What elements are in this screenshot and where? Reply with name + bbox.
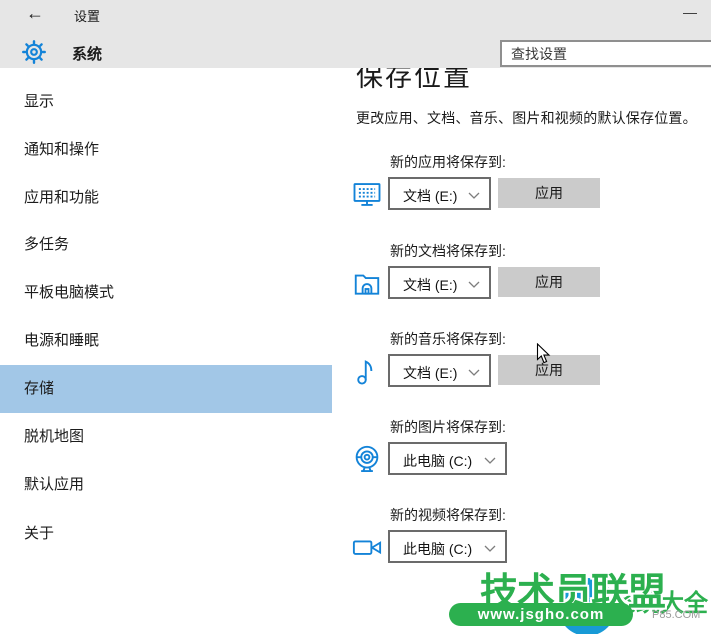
minimize-button[interactable]: — xyxy=(683,4,697,20)
sidebar-item-apps-features[interactable]: 应用和功能 xyxy=(24,189,100,206)
watermark-tertiary-text: P85.COM xyxy=(652,609,701,621)
chevron-down-icon xyxy=(468,192,480,200)
save-location-section-documents: 新的文档将保存到: 文档 (E:) 应用 xyxy=(332,241,711,303)
save-locations-description: 更改应用、文档、音乐、图片和视频的默认保存位置。 xyxy=(356,110,697,126)
sidebar-item-tablet-mode[interactable]: 平板电脑模式 xyxy=(24,284,115,301)
dropdown-value: 此电脑 (C:) xyxy=(403,541,473,557)
save-location-section-apps: 新的应用将保存到: 文档 (E:) xyxy=(332,152,711,214)
chevron-down-icon xyxy=(468,369,480,377)
back-button[interactable]: ← xyxy=(26,3,44,23)
sidebar-item-notifications[interactable]: 通知和操作 xyxy=(24,141,100,158)
dropdown-value: 文档 (E:) xyxy=(403,365,458,381)
save-location-section-music: 新的音乐将保存到: 文档 (E:) 应用 xyxy=(332,329,711,391)
folder-icon xyxy=(352,268,382,298)
sidebar-item-power-sleep[interactable]: 电源和睡眠 xyxy=(24,332,100,349)
gear-icon xyxy=(21,39,47,65)
mouse-cursor xyxy=(536,343,551,365)
videos-location-dropdown[interactable]: 此电脑 (C:) xyxy=(388,530,507,563)
apps-location-dropdown[interactable]: 文档 (E:) xyxy=(388,177,491,210)
section-label: 新的应用将保存到: xyxy=(390,154,506,170)
sidebar-item-multitasking[interactable]: 多任务 xyxy=(24,236,70,253)
section-label: 新的图片将保存到: xyxy=(390,419,506,435)
section-label: 新的视频将保存到: xyxy=(390,507,506,523)
chevron-down-icon xyxy=(484,457,496,465)
apply-button-documents[interactable]: 应用 xyxy=(498,267,600,297)
apply-button-apps[interactable]: 应用 xyxy=(498,178,600,208)
titlebar-title: 设置 xyxy=(74,9,101,24)
camera-icon xyxy=(352,444,382,474)
pictures-location-dropdown[interactable]: 此电脑 (C:) xyxy=(388,442,507,475)
section-label: 新的音乐将保存到: xyxy=(390,331,506,347)
apply-button-music[interactable]: 应用 xyxy=(498,355,600,385)
dropdown-value: 文档 (E:) xyxy=(403,277,458,293)
monitor-icon xyxy=(352,179,382,209)
page-title: 保存位置 xyxy=(356,68,472,92)
header: ← 设置 — 系统 xyxy=(0,0,711,68)
main-content: 保存位置 更改应用、文档、音乐、图片和视频的默认保存位置。 新的应用将保存到: … xyxy=(332,68,711,634)
page-app-title: 系统 xyxy=(72,46,103,63)
sidebar-item-default-apps[interactable]: 默认应用 xyxy=(24,476,85,493)
save-location-section-pictures: 新的图片将保存到: 此电脑 (C:) xyxy=(332,417,711,479)
sidebar-item-display[interactable]: 显示 xyxy=(24,93,55,110)
save-location-section-videos: 新的视频将保存到: 此电脑 (C:) xyxy=(332,505,711,567)
music-note-icon xyxy=(352,356,382,386)
dropdown-value: 此电脑 (C:) xyxy=(403,453,473,469)
dropdown-value: 文档 (E:) xyxy=(403,188,458,204)
video-camera-icon xyxy=(352,532,382,562)
sidebar-item-offline-maps[interactable]: 脱机地图 xyxy=(24,428,85,445)
sidebar: 显示 通知和操作 应用和功能 多任务 平板电脑模式 电源和睡眠 存储 脱机地图 … xyxy=(0,68,332,634)
sidebar-item-storage[interactable]: 存储 xyxy=(0,365,332,413)
chevron-down-icon xyxy=(468,281,480,289)
music-location-dropdown[interactable]: 文档 (E:) xyxy=(388,354,491,387)
chevron-down-icon xyxy=(484,545,496,553)
search-input[interactable] xyxy=(500,40,711,67)
sidebar-item-about[interactable]: 关于 xyxy=(24,525,55,542)
watermark-url: www.jsgho.com xyxy=(449,603,633,626)
section-label: 新的文档将保存到: xyxy=(390,243,506,259)
documents-location-dropdown[interactable]: 文档 (E:) xyxy=(388,266,491,299)
